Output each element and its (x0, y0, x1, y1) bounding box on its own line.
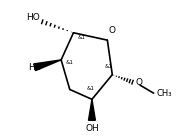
Text: CH₃: CH₃ (156, 89, 172, 98)
Text: &1: &1 (87, 86, 95, 91)
Text: O: O (109, 26, 116, 35)
Text: HO: HO (28, 63, 42, 72)
Text: &1: &1 (104, 64, 112, 68)
Text: OH: OH (85, 124, 99, 133)
Polygon shape (89, 99, 95, 120)
Text: &1: &1 (66, 60, 74, 65)
Text: O: O (135, 78, 142, 87)
Text: HO: HO (27, 13, 40, 22)
Text: &1: &1 (77, 35, 85, 40)
Polygon shape (34, 60, 61, 71)
